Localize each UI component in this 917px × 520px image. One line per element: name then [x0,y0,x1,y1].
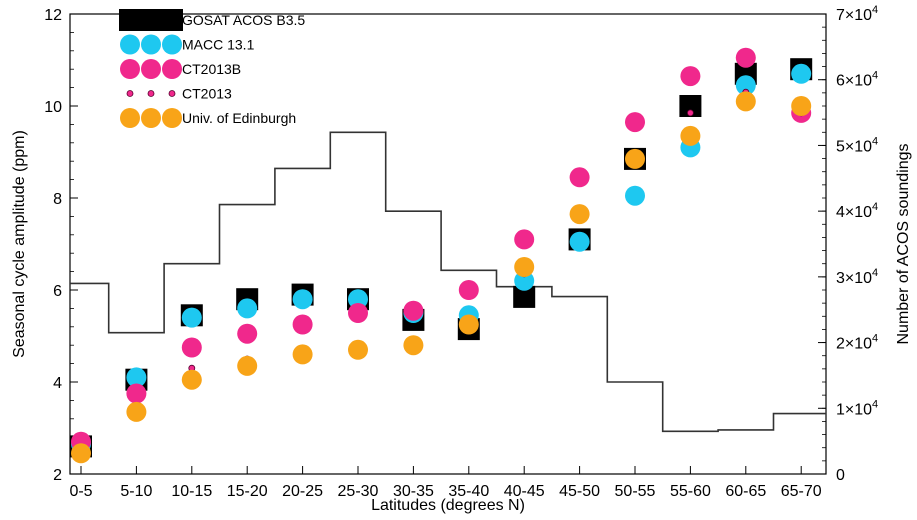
data-markers [70,47,813,464]
legend-label: CT2013B [182,61,241,77]
x-tick-label: 55-60 [670,483,711,500]
y-tick-label: 6 [53,283,62,300]
x-axis-ticks: 0-5 5-10 10-15 15-20 20-25 25-30 30-35 35-40 40-… [69,466,822,500]
y-axis-ticks: 2 4 6 8 10 12 [44,7,78,484]
gosat-acos-b3-5-point [513,285,536,308]
ct2013b-point [348,303,368,323]
macc-13-1-point [514,270,535,291]
legend-marker [162,34,182,55]
macc-13-1-point [126,367,147,388]
x-tick-label: 45-50 [559,483,600,500]
univ-of-edinburgh-point [680,125,701,146]
macc-13-1-point [292,289,313,310]
y2-axis-ticks: 0 1×104 2×104 3×104 4×104 5×104 6×104 7×104 [818,4,878,484]
ct2013b-point [458,280,479,300]
y2-axis-label: Number of ACOS soundings [895,144,912,345]
macc-13-1-point [625,185,645,206]
legend-marker [141,34,161,55]
univ-of-edinburgh-point [625,148,645,169]
y2-tick-label: 4×104 [836,201,878,221]
legend-marker [119,9,141,31]
legend-marker [120,34,140,55]
y-tick-label: 4 [53,375,62,392]
macc-13-1-point [237,298,258,319]
ct2013b-point [181,337,202,358]
univ-of-edinburgh-point [791,96,812,116]
soundings-step-line [70,131,826,433]
univ-of-edinburgh-point [71,443,91,464]
x-tick-label: 20-25 [282,483,323,500]
ct2013b-point [126,383,147,404]
legend-marker [140,9,162,31]
legend-marker [162,59,182,79]
gosat-acos-b3-5-point [679,95,702,117]
univ-of-edinburgh-point [181,369,202,390]
y-tick-label: 12 [44,7,62,24]
legend-marker [141,59,161,79]
univ-of-edinburgh-point [735,91,756,112]
univ-of-edinburgh-point [458,314,479,335]
x-tick-label: 30-35 [393,483,434,500]
legend-label: MACC 13.1 [182,37,255,53]
ct2013b-point [514,229,535,250]
legend-label: CT2013 [182,86,232,102]
y2-tick-label: 5×104 [836,135,878,155]
ct2013b-point [292,314,313,335]
univ-of-edinburgh-point [403,335,424,356]
y2-tick-label: 2×104 [836,333,878,353]
univ-of-edinburgh-point [514,257,535,277]
macc-13-1-point [348,289,368,310]
x-tick-label: 10-15 [171,483,212,500]
macc-13-1-point [569,231,590,252]
univ-of-edinburgh-point [237,355,258,376]
y2-tick-label: 3×104 [836,267,878,287]
legend-label: GOSAT ACOS B3.5 [182,12,305,28]
y-tick-label: 8 [53,191,62,208]
x-tick-label: 60-65 [725,483,766,500]
macc-13-1-point [791,63,812,84]
legend-marker [161,9,183,31]
y-tick-label: 10 [44,99,62,116]
legend-label: Univ. of Edinburgh [182,110,296,126]
macc-13-1-point [735,75,756,96]
y-tick-label: 2 [53,467,62,484]
y2-tick-label: 6×104 [836,70,878,90]
x-tick-label: 35-40 [448,483,489,500]
x-tick-label: 0-5 [69,483,92,500]
y2-tick-label: 7×104 [836,4,878,24]
ct2013b-point [569,167,590,188]
ct2013b-point [680,66,701,87]
ct2013b-point [403,300,424,321]
univ-of-edinburgh-point [569,204,590,225]
y-axis-label: Seasonal cycle amplitude (ppm) [11,130,28,358]
x-tick-label: 25-30 [338,483,379,500]
legend-marker [141,108,161,128]
legend-marker [126,90,134,97]
legend: GOSAT ACOS B3.5 MACC 13.1 CT2013B CT2013 Uni… [119,9,305,128]
ct2013b-point [237,323,258,344]
legend-marker [162,108,182,128]
univ-of-edinburgh-point [348,339,368,360]
x-tick-label: 5-10 [120,483,152,500]
legend-marker [147,90,155,97]
legend-marker [120,59,140,79]
ct2013b-point [735,47,756,68]
x-tick-label: 40-45 [504,483,545,500]
legend-marker [168,90,176,97]
macc-13-1-point [181,307,202,328]
x-tick-label: 50-55 [615,483,656,500]
x-tick-label: 15-20 [227,483,268,500]
univ-of-edinburgh-point [126,401,147,422]
ct2013b-point [625,112,645,133]
plot-frame [69,13,827,475]
y2-tick-label: 0 [836,467,845,484]
x-axis-label: Latitudes (degrees N) [371,497,525,514]
ct2013-point [687,109,694,117]
y2-tick-label: 1×104 [836,398,878,418]
legend-marker [120,108,140,128]
x-tick-label: 65-70 [781,483,822,500]
univ-of-edinburgh-point [292,344,313,365]
